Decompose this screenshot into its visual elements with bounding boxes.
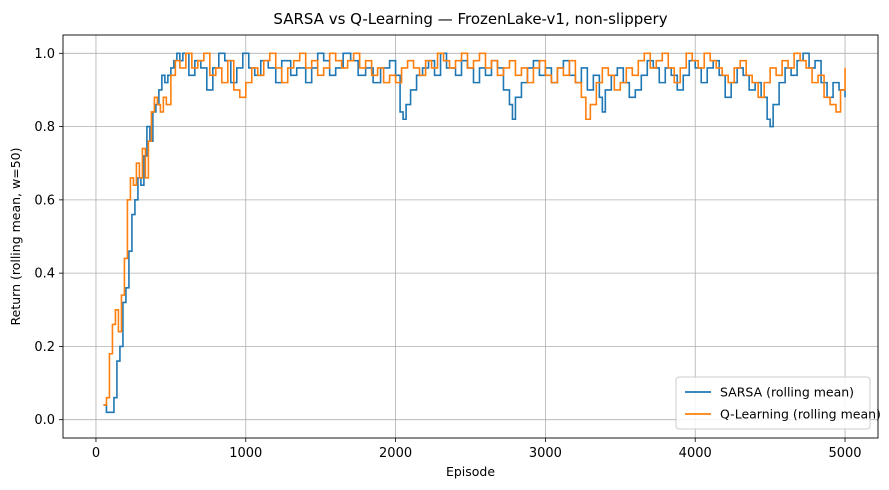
- series-line-q-learning: [103, 52, 846, 406]
- x-tick-label: 5000: [828, 446, 861, 461]
- series-layer: [103, 52, 846, 414]
- legend-label: SARSA (rolling mean): [720, 385, 854, 400]
- chart-title: SARSA vs Q-Learning — FrozenLake-v1, non…: [273, 10, 667, 28]
- x-tick-label: 4000: [679, 446, 712, 461]
- legend-label: Q-Learning (rolling mean): [720, 407, 881, 422]
- legend: SARSA (rolling mean) Q-Learning (rolling …: [675, 376, 881, 430]
- x-tick-label: 3000: [529, 446, 562, 461]
- x-axis: 0 1000 2000 3000 4000 5000: [92, 438, 862, 461]
- y-tick-label: 0.6: [34, 193, 55, 208]
- y-tick-label: 0.4: [34, 267, 55, 282]
- y-axis: 0.0 0.2 0.4 0.6 0.8 1.0: [34, 47, 63, 428]
- x-tick-label: 0: [92, 446, 100, 461]
- y-axis-title: Return (rolling mean, w=50): [8, 148, 23, 326]
- grid: [63, 35, 878, 438]
- y-tick-label: 0.0: [34, 413, 55, 428]
- y-tick-label: 0.2: [34, 340, 55, 355]
- y-tick-label: 0.8: [34, 120, 55, 135]
- y-tick-label: 1.0: [34, 47, 55, 62]
- x-tick-label: 1000: [229, 446, 262, 461]
- legend-box: [675, 376, 871, 430]
- series-line-sarsa: [103, 52, 846, 414]
- x-tick-label: 2000: [379, 446, 412, 461]
- x-axis-title: Episode: [446, 464, 495, 479]
- plot-frame: [62, 34, 879, 439]
